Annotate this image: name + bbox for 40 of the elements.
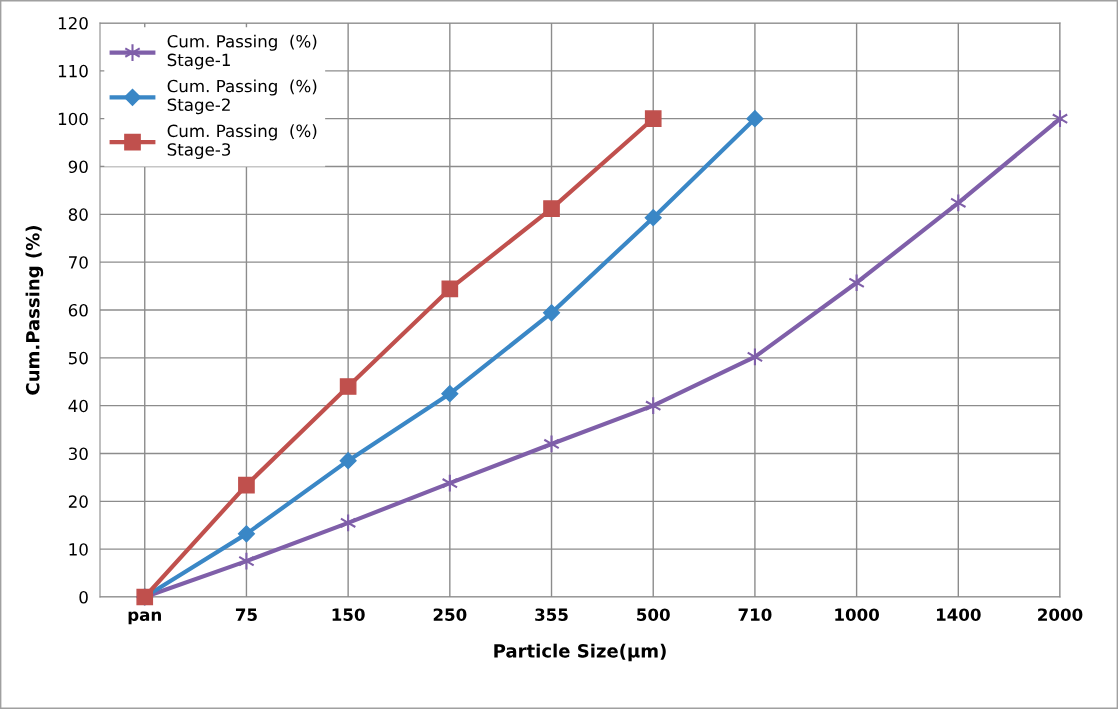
x-tick-label: 150 [332,608,365,622]
y-tick-label: 120 [58,16,88,30]
y-tick-label: 70 [69,256,88,269]
point [543,434,560,454]
y-tick-label: 80 [68,208,88,221]
y-tick-label: 90 [68,160,88,174]
point [746,110,764,128]
legend-label: Cum. Passing (%) Stage-2 [167,79,317,115]
point [542,304,561,322]
legend-label: Cum. Passing (%) Stage-3 [167,124,317,160]
point [644,110,662,128]
y-tick-label: 60 [68,303,88,317]
x-tick-label: 2000 [1038,608,1083,622]
x-tick-label: 1000 [835,608,880,622]
point [644,209,662,227]
x-tick-label: 250 [433,608,467,622]
x-tick-label: pan [128,611,161,625]
x-tick-label: 710 [738,608,772,622]
x-tick-label: 1400 [936,608,981,622]
y-axis-title: Cum.Passing (%) [25,226,44,395]
y-tick-label: 0 [79,590,88,604]
y-tick-label: 40 [68,399,88,413]
legend-label: Cum. Passing (%) Stage-1 [167,34,317,70]
point [543,200,560,217]
y-tick-label: 50 [68,351,88,365]
y-tick-label: 30 [68,447,88,461]
point [339,452,357,470]
y-tick-label: 10 [69,543,88,556]
x-tick-label: 500 [637,608,670,622]
point [237,525,255,543]
point [238,476,255,494]
point [441,385,459,403]
x-tick-label: 355 [535,608,568,622]
y-tick-label: 100 [58,112,88,126]
x-tick-label: 75 [235,608,257,622]
point [441,280,459,298]
point [339,378,357,395]
y-tick-label: 20 [68,495,88,508]
x-axis-title: Particle Size(µm) [494,643,666,662]
y-tick-label: 110 [58,64,88,78]
